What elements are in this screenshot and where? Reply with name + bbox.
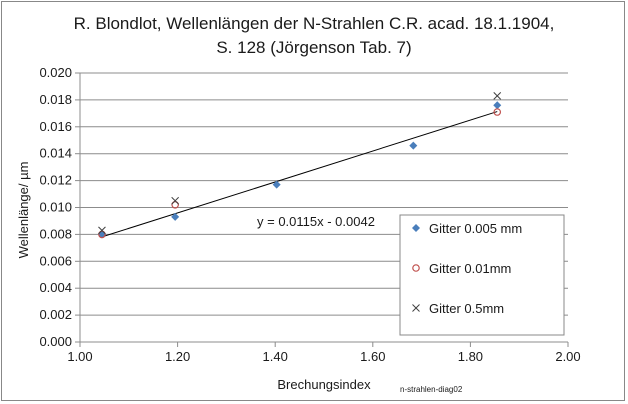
- y-tick-labels: 0.000 0.002 0.004 0.006 0.008 0.010 0.012 0.014…: [39, 65, 72, 349]
- x-marker-stroke: [171, 196, 180, 205]
- data-point-series-2: [171, 201, 179, 209]
- y-tick-label: 0.018: [39, 92, 72, 107]
- y-tick-label: 0.014: [39, 146, 72, 161]
- legend-label-1: Gitter 0.005 mm: [429, 221, 522, 236]
- x-tick-label: 1.60: [360, 349, 385, 364]
- data-point-series-2: [493, 108, 502, 116]
- legend-marker-2: [412, 264, 420, 272]
- x-tick-labels: 1.00 1.20 1.40 1.60 1.80 2.00: [67, 349, 580, 364]
- x-axis-label: Brechungsindex: [277, 377, 371, 392]
- legend-label-2: Gitter 0.01mm: [429, 261, 511, 276]
- data-point-series-3: [171, 196, 180, 205]
- data-point-series-1: [171, 212, 180, 221]
- x-marker-stroke: [98, 226, 106, 235]
- diagram-id-label: n-strahlen-diag02: [400, 385, 463, 394]
- trendline-equation: y = 0.0115x - 0.0042: [257, 214, 375, 229]
- y-tick-label: 0.002: [39, 307, 72, 322]
- x-tick-label: 1.00: [67, 349, 92, 364]
- y-tick-label: 0.016: [39, 119, 72, 134]
- y-tick-label: 0.010: [39, 200, 72, 215]
- data-point-series-1: [272, 180, 281, 189]
- y-tick-label: 0.008: [39, 226, 72, 241]
- trendline-group: [101, 111, 498, 238]
- linear-trendline: [101, 111, 498, 238]
- gridlines: [80, 72, 568, 316]
- data-point-series-1: [409, 141, 418, 150]
- y-tick-label: 0.006: [39, 253, 72, 268]
- data-point-series-1: [493, 101, 502, 110]
- x-tick-label: 2.00: [555, 349, 580, 364]
- legend-label-3: Gitter 0.5mm: [429, 301, 504, 316]
- x-tick-label: 1.40: [263, 349, 288, 364]
- y-tick-label: 0.004: [39, 280, 72, 295]
- y-tick-label: 0.012: [39, 173, 72, 188]
- legend-marker-1: [412, 224, 420, 232]
- data-point-series-3: [493, 92, 502, 100]
- x-tick-label: 1.20: [165, 349, 190, 364]
- data-point-series-3: [98, 226, 106, 235]
- legend-box: [399, 214, 565, 336]
- y-tick-label: 0.000: [39, 334, 72, 349]
- x-marker-stroke: [493, 92, 502, 100]
- legend-marker-3: [412, 304, 420, 312]
- data-points: [97, 92, 502, 239]
- y-axis-label: Wellenlänge/ µm: [16, 162, 31, 259]
- chart-title-line-1: R. Blondlot, Wellenlängen der N-Strahlen…: [74, 14, 555, 33]
- axes: [75, 72, 569, 347]
- x-marker-stroke: [412, 304, 420, 312]
- y-tick-label: 0.020: [39, 65, 72, 80]
- legend: Gitter 0.005 mm Gitter 0.01mm Gitter 0.5mm: [399, 214, 565, 336]
- x-tick-label: 1.80: [458, 349, 483, 364]
- chart-title-line-2: S. 128 (Jörgenson Tab. 7): [216, 38, 411, 57]
- data-point-series-2: [98, 230, 106, 239]
